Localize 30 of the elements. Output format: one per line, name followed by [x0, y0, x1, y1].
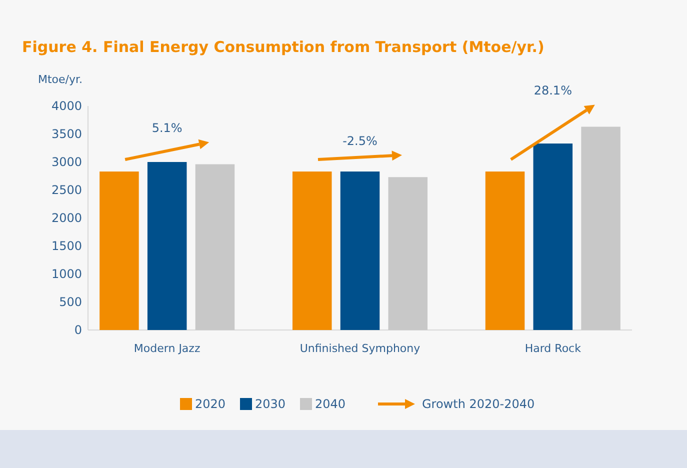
- bar: [581, 126, 620, 330]
- y-tick-label: 1000: [51, 267, 82, 282]
- text: 28.1%: [534, 84, 572, 98]
- bar: [100, 172, 139, 330]
- bar: [147, 162, 187, 330]
- y-tick-label: 4000: [51, 99, 82, 114]
- x-tick-label: Modern Jazz: [134, 342, 200, 355]
- y-tick-label: 3000: [51, 155, 82, 170]
- y-tick-label: 2000: [51, 211, 82, 226]
- chart-title: Figure 4. Final Energy Consumption from Transport (Mtoe/yr.): [22, 38, 544, 56]
- x-tick-label: Unfinished Symphony: [300, 342, 421, 355]
- annotation: 5.1%: [152, 121, 182, 136]
- y-tick-label: 2500: [51, 183, 82, 198]
- y-tick-label: 3500: [51, 127, 82, 142]
- bar: [485, 172, 525, 330]
- x-tick-label: Hard Rock: [524, 342, 582, 355]
- y-tick-label: 0: [74, 323, 82, 338]
- bar: [195, 164, 235, 330]
- legend-label: 2030: [255, 397, 286, 412]
- bar: [292, 172, 332, 330]
- legend-label: 2020: [195, 397, 226, 412]
- text: Growth 2020-2040: [422, 397, 535, 412]
- bar: [533, 144, 573, 330]
- annotation: -2.5%: [342, 134, 378, 148]
- y-tick-label: 1500: [51, 239, 82, 254]
- y-tick-label: 500: [59, 295, 82, 310]
- bar: [340, 172, 380, 330]
- y-axis-title: Mtoe/yr.: [38, 73, 83, 86]
- legend-label: 2040: [315, 397, 346, 412]
- bar: [388, 177, 428, 330]
